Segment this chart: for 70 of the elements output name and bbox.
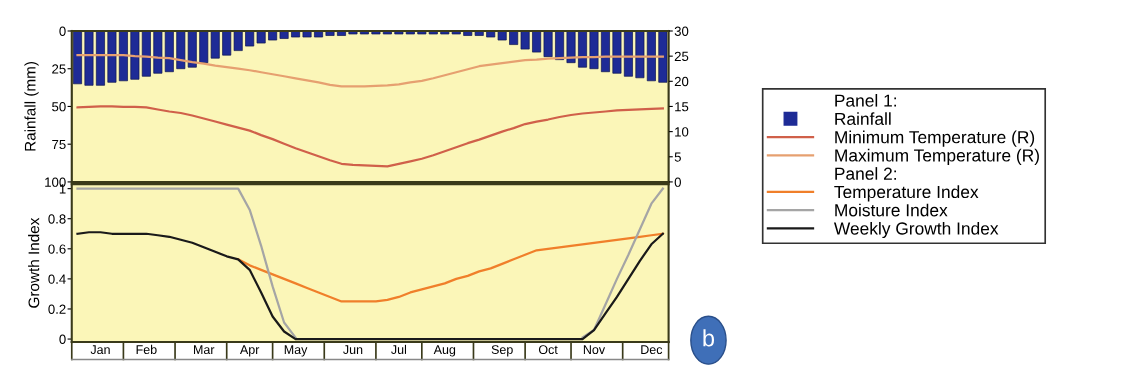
bar: [612, 31, 622, 74]
y-tick-label: 0.2: [48, 304, 66, 314]
y-axis-title: Growth Index: [28, 217, 40, 308]
x-tick-label: Apr: [239, 345, 260, 357]
y-axis-title: Rainfall (mm): [24, 61, 39, 151]
line-series: [76, 231, 664, 341]
y-tick-label: 0: [59, 334, 66, 344]
x-tick-label: Dec: [641, 345, 663, 355]
y2-tick-label: 25: [674, 51, 689, 62]
bar: [130, 31, 140, 80]
y2-tick-label: 0: [674, 177, 681, 187]
bar: [589, 31, 599, 70]
x-tick-label: Sep: [491, 345, 513, 357]
bar: [164, 31, 174, 73]
legend-title: Panel 2:: [835, 167, 896, 180]
y2-tick-label: 30: [674, 26, 689, 36]
line-series: [76, 54, 664, 88]
bar: [233, 31, 243, 51]
bar: [84, 31, 94, 86]
y-tick-label: 75: [52, 139, 66, 150]
x-tick-label: Aug: [433, 345, 456, 357]
bar: [73, 31, 82, 85]
y-tick-label: 50: [52, 102, 66, 112]
bar: [118, 31, 128, 82]
bar: [141, 31, 151, 77]
bar: [245, 31, 255, 47]
bar: [520, 31, 530, 50]
y-tick-label: 0: [59, 26, 66, 36]
y2-tick-label: 5: [674, 152, 681, 162]
x-tick-label: Jun: [343, 345, 363, 355]
bar: [635, 31, 645, 79]
line-series: [76, 105, 664, 168]
x-tick-label: Jan: [90, 345, 110, 355]
legend-label: Moisture Index: [835, 203, 948, 217]
x-tick-label: Mar: [194, 345, 215, 355]
line-series: [237, 232, 664, 303]
bar: [256, 31, 266, 44]
legend-label: Temperature Index: [834, 185, 979, 202]
bar: [646, 31, 656, 82]
bar: [222, 31, 232, 56]
y-tick-label: 25: [52, 64, 66, 74]
bar: [578, 31, 587, 68]
y2-tick-label: 15: [675, 102, 689, 112]
x-tick-label: May: [284, 345, 308, 357]
x-tick-label: Nov: [583, 345, 606, 355]
bar: [107, 31, 117, 83]
x-tick-label: Feb: [136, 344, 157, 355]
legend-label: Minimum Temperature (R): [835, 130, 1035, 147]
bar: [543, 31, 553, 57]
bar: [268, 31, 278, 41]
bar: [623, 31, 633, 77]
bar: [95, 31, 105, 86]
bar: [497, 31, 507, 41]
y2-tick-label: 10: [675, 127, 689, 137]
bar: [658, 31, 668, 83]
bar: [509, 31, 519, 45]
bar: [153, 31, 163, 74]
x-tick-label: Oct: [538, 345, 558, 355]
x-tick-label: Jul: [391, 344, 407, 355]
legend-title: Panel 1:: [835, 94, 896, 107]
y-tick-label: 0.8: [48, 214, 66, 224]
legend-label: Maximum Temperature (R): [835, 148, 1039, 166]
y-tick-label: 0.4: [48, 274, 66, 284]
legend-label: Weekly Growth Index: [833, 221, 999, 239]
text: b: [703, 329, 715, 347]
y2-tick-label: 20: [674, 76, 689, 87]
bar: [600, 31, 610, 73]
y-tick-label: 0.6: [48, 244, 66, 254]
legend-label: Rainfall: [835, 112, 891, 126]
bar: [532, 31, 542, 53]
